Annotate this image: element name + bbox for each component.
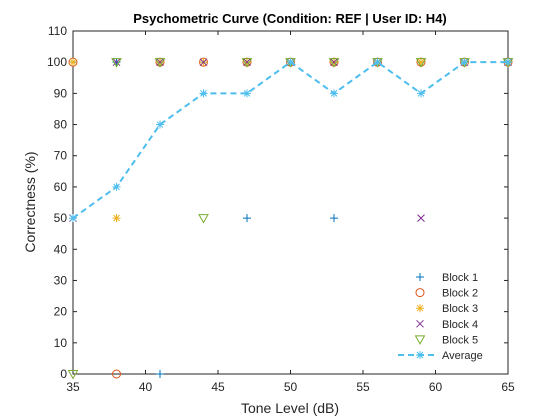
legend-marker (415, 288, 425, 298)
axis-ticks: 35 40 45 50 55 60 65 0 10 20 30 40 50 60 70 80 90 100 110 (47, 24, 515, 394)
data-point (156, 370, 164, 378)
x-tick-label: 65 (501, 380, 515, 394)
legend-label: Block 1 (442, 272, 478, 284)
legend-marker (416, 273, 424, 281)
y-tick-label: 30 (54, 273, 68, 287)
data-point (328, 58, 340, 68)
legend-label: Average (442, 350, 483, 362)
data-point (198, 214, 209, 224)
data-point (156, 58, 164, 67)
x-axis-label: Tone Level (dB) (241, 400, 339, 416)
legend-marker (414, 335, 426, 345)
y-tick-label: 40 (54, 242, 68, 256)
legend-item: Block 5 (414, 334, 478, 346)
series-layer (67, 57, 514, 380)
data-point (112, 182, 121, 191)
data-point (504, 58, 512, 67)
series-average (69, 58, 512, 223)
data-point (415, 58, 427, 68)
x-tick-label: 60 (429, 380, 443, 394)
data-point (330, 214, 338, 223)
legend-label: Block 5 (442, 334, 478, 346)
data-point (199, 58, 208, 67)
y-tick-label: 10 (54, 336, 68, 350)
y-tick-label: 0 (60, 367, 67, 381)
data-point (417, 214, 425, 222)
data-point (156, 120, 164, 129)
y-tick-label: 50 (54, 211, 68, 225)
y-tick-label: 60 (54, 180, 68, 194)
data-point (67, 370, 79, 380)
data-point (69, 58, 77, 67)
legend: Block 1 Block 2 Block 3 Block 4 Block 5 Avera… (398, 272, 483, 362)
data-point (373, 58, 382, 67)
y-tick-label: 70 (54, 149, 68, 163)
legend-marker (416, 351, 424, 359)
legend-item: Block 1 (416, 272, 478, 284)
legend-item: Block 4 (416, 319, 478, 331)
legend-item: Block 2 (415, 288, 478, 300)
x-tick-label: 35 (66, 380, 80, 394)
data-point (111, 58, 122, 68)
data-point (154, 58, 166, 68)
data-point (112, 369, 121, 379)
y-tick-label: 110 (48, 24, 67, 38)
data-point (112, 214, 121, 223)
y-tick-label: 20 (54, 305, 68, 319)
y-axis-label: Correctness (%) (22, 151, 38, 252)
data-point (69, 214, 77, 223)
legend-marker (416, 304, 424, 313)
data-point (330, 58, 338, 67)
data-point (112, 58, 121, 67)
chart-title: Psychometric Curve (Condition: REF | Use… (133, 11, 447, 26)
y-tick-label: 100 (47, 55, 67, 69)
legend-item: Block 3 (416, 303, 478, 315)
data-point (199, 89, 208, 98)
legend-label: Block 3 (442, 303, 478, 315)
data-point (330, 89, 338, 98)
y-tick-label: 90 (54, 86, 68, 100)
legend-label: Block 2 (442, 288, 478, 300)
legend-label: Block 4 (442, 319, 478, 331)
data-point (241, 58, 253, 68)
data-point (243, 89, 251, 98)
data-point (460, 58, 469, 67)
x-tick-label: 40 (139, 380, 153, 394)
y-tick-label: 80 (54, 118, 68, 132)
data-point (417, 89, 425, 98)
legend-item: Average (398, 350, 483, 362)
legend-marker (416, 319, 424, 328)
data-point (243, 58, 251, 67)
data-point (286, 58, 295, 67)
data-point (417, 58, 425, 67)
plot-area (72, 30, 509, 375)
x-tick-label: 50 (284, 380, 298, 394)
x-tick-label: 55 (356, 380, 370, 394)
x-tick-label: 45 (211, 380, 225, 394)
data-point (243, 214, 251, 223)
